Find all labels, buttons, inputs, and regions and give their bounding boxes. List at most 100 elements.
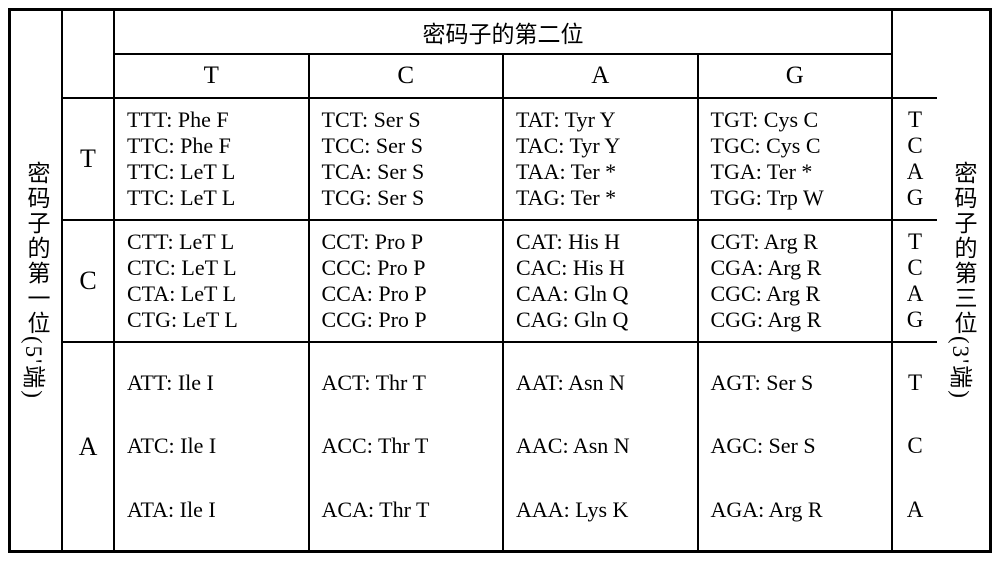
- col-C: CCT: Pro PCCC: Pro PCCA: Pro PCCG: Pro P: [310, 221, 505, 341]
- header-row-2: T C A G: [63, 55, 937, 99]
- third-position-A: A: [893, 281, 937, 307]
- codon-cell: TAG: Ter *: [516, 185, 691, 211]
- col-A: TAT: Tyr YTAC: Tyr YTAA: Ter *TAG: Ter *: [504, 99, 699, 219]
- third-position-C: C: [893, 255, 937, 281]
- header-row-1: 密码子的第二位: [63, 11, 937, 55]
- third-position-C: C: [893, 133, 937, 159]
- row-group-T: TTTT: Phe FTTC: Phe FTTC: LeT LTTC: LeT …: [63, 99, 937, 221]
- third-position-T: T: [893, 229, 937, 255]
- codon-cell: CAC: His H: [516, 255, 691, 281]
- codon-cell: CCG: Pro P: [322, 307, 497, 333]
- codon-cell: AGA: Arg R: [711, 497, 886, 523]
- col-A: AAT: Asn NAAC: Asn NAAA: Lys K: [504, 343, 699, 550]
- col-G: CGT: Arg RCGA: Arg RCGC: Arg RCGG: Arg R: [699, 221, 892, 341]
- col-G: TGT: Cys CTGC: Cys CTGA: Ter *TGG: Trp W: [699, 99, 892, 219]
- second-position-title: 密码子的第二位: [115, 11, 893, 55]
- first-position-text: 密码子的第一位: [19, 161, 53, 336]
- third-position-col-A: T C A: [893, 343, 937, 550]
- codon-cell: CTA: LeT L: [127, 281, 302, 307]
- codon-cell: AGC: Ser S: [711, 433, 886, 459]
- first-position-sidebar: 密码子的第一位 (5'端): [11, 11, 63, 550]
- codon-cell: TAA: Ter *: [516, 159, 691, 185]
- first-position-suffix: (5'端): [19, 336, 53, 400]
- codon-cell: TGT: Cys C: [711, 107, 886, 133]
- codon-cell: CTT: LeT L: [127, 229, 302, 255]
- codon-cell: TTC: Phe F: [127, 133, 302, 159]
- codon-cell: CAA: Gln Q: [516, 281, 691, 307]
- codon-cell: CGT: Arg R: [711, 229, 886, 255]
- codon-cell: AGT: Ser S: [711, 370, 886, 396]
- header-rows: 密码子的第二位 T C A G: [63, 11, 937, 99]
- codon-cell: TCA: Ser S: [322, 159, 497, 185]
- third-position-C: C: [893, 433, 937, 459]
- codon-cell: CAT: His H: [516, 229, 691, 255]
- col-header-A: A: [504, 55, 699, 97]
- codon-cell: TCC: Ser S: [322, 133, 497, 159]
- col-header-G: G: [699, 55, 892, 97]
- col-C: ACT: Thr T ACC: Thr T ACA: Thr T: [310, 343, 505, 550]
- codon-cell: TGA: Ter *: [711, 159, 886, 185]
- codon-cell: TTT: Phe F: [127, 107, 302, 133]
- codon-cell: TGC: Cys C: [711, 133, 886, 159]
- second-position-headers: T C A G: [115, 55, 893, 99]
- third-position-text: 密码子的第三位: [946, 161, 980, 336]
- header-spacer-right-2: [893, 55, 937, 99]
- cells-A: ATT: Ile I ATC: Ile I ATA: Ile I ACT: Thr T…: [115, 343, 893, 550]
- codon-cell: TAT: Tyr Y: [516, 107, 691, 133]
- codon-cell: ATC: Ile I: [127, 433, 302, 459]
- col-header-T: T: [115, 55, 310, 97]
- header-spacer-left-2: [63, 55, 115, 99]
- row-group-A: A ATT: Ile I ATC: Ile I ATA: Ile I ACT: Thr …: [63, 343, 937, 550]
- codon-cell: ATT: Ile I: [127, 370, 302, 396]
- body-rows: TTTT: Phe FTTC: Phe FTTC: LeT LTTC: LeT …: [63, 99, 937, 550]
- first-position-T: T: [63, 99, 115, 219]
- codon-cell: ACC: Thr T: [322, 433, 497, 459]
- codon-cell: CTG: LeT L: [127, 307, 302, 333]
- codon-cell: CGA: Arg R: [711, 255, 886, 281]
- codon-cell: TCT: Ser S: [322, 107, 497, 133]
- third-position-label: 密码子的第三位 (3'端): [946, 161, 980, 400]
- codon-cell: TAC: Tyr Y: [516, 133, 691, 159]
- codon-cell: TTC: LeT L: [127, 185, 302, 211]
- col-C: TCT: Ser STCC: Ser STCA: Ser STCG: Ser S: [310, 99, 505, 219]
- codon-cell: AAC: Asn N: [516, 433, 691, 459]
- cells-T: TTT: Phe FTTC: Phe FTTC: LeT LTTC: LeT L…: [115, 99, 893, 219]
- codon-cell: CAG: Gln Q: [516, 307, 691, 333]
- third-position-A: A: [893, 497, 937, 523]
- header-spacer-left: [63, 11, 115, 55]
- codon-cell: CCT: Pro P: [322, 229, 497, 255]
- first-position-C: C: [63, 221, 115, 341]
- col-T: TTT: Phe FTTC: Phe FTTC: LeT LTTC: LeT L: [115, 99, 310, 219]
- row-group-C: CCTT: LeT LCTC: LeT LCTA: LeT LCTG: LeT …: [63, 221, 937, 343]
- first-position-label: 密码子的第一位 (5'端): [19, 161, 53, 400]
- header-spacer-right: [893, 11, 937, 55]
- codon-cell: CGC: Arg R: [711, 281, 886, 307]
- codon-table: 密码子的第一位 (5'端) 密码子的第二位 T C A G: [8, 8, 992, 553]
- codon-cell: ACT: Thr T: [322, 370, 497, 396]
- codon-cell: TGG: Trp W: [711, 185, 886, 211]
- third-position-T: T: [893, 107, 937, 133]
- third-position-G: G: [893, 307, 937, 333]
- cells-C: CTT: LeT LCTC: LeT LCTA: LeT LCTG: LeT L…: [115, 221, 893, 341]
- third-position-sidebar: 密码子的第三位 (3'端): [937, 11, 989, 550]
- codon-cell: ACA: Thr T: [322, 497, 497, 523]
- codon-cell: TCG: Ser S: [322, 185, 497, 211]
- col-G: AGT: Ser S AGC: Ser S AGA: Arg R: [699, 343, 892, 550]
- col-header-C: C: [310, 55, 505, 97]
- third-position-G: G: [893, 185, 937, 211]
- codon-cell: CCA: Pro P: [322, 281, 497, 307]
- third-position-T: T: [893, 370, 937, 396]
- codon-cell: ATA: Ile I: [127, 497, 302, 523]
- third-position-col-T: TCAG: [893, 99, 937, 219]
- codon-cell: CCC: Pro P: [322, 255, 497, 281]
- table-center: 密码子的第二位 T C A G TTTT: Phe FTTC: Phe FTTC…: [63, 11, 937, 550]
- codon-cell: CGG: Arg R: [711, 307, 886, 333]
- third-position-suffix: (3'端): [946, 336, 980, 400]
- codon-cell: CTC: LeT L: [127, 255, 302, 281]
- first-position-A: A: [63, 343, 115, 550]
- third-position-A: A: [893, 159, 937, 185]
- col-T: ATT: Ile I ATC: Ile I ATA: Ile I: [115, 343, 310, 550]
- third-position-col-C: TCAG: [893, 221, 937, 341]
- codon-cell: AAA: Lys K: [516, 497, 691, 523]
- col-T: CTT: LeT LCTC: LeT LCTA: LeT LCTG: LeT L: [115, 221, 310, 341]
